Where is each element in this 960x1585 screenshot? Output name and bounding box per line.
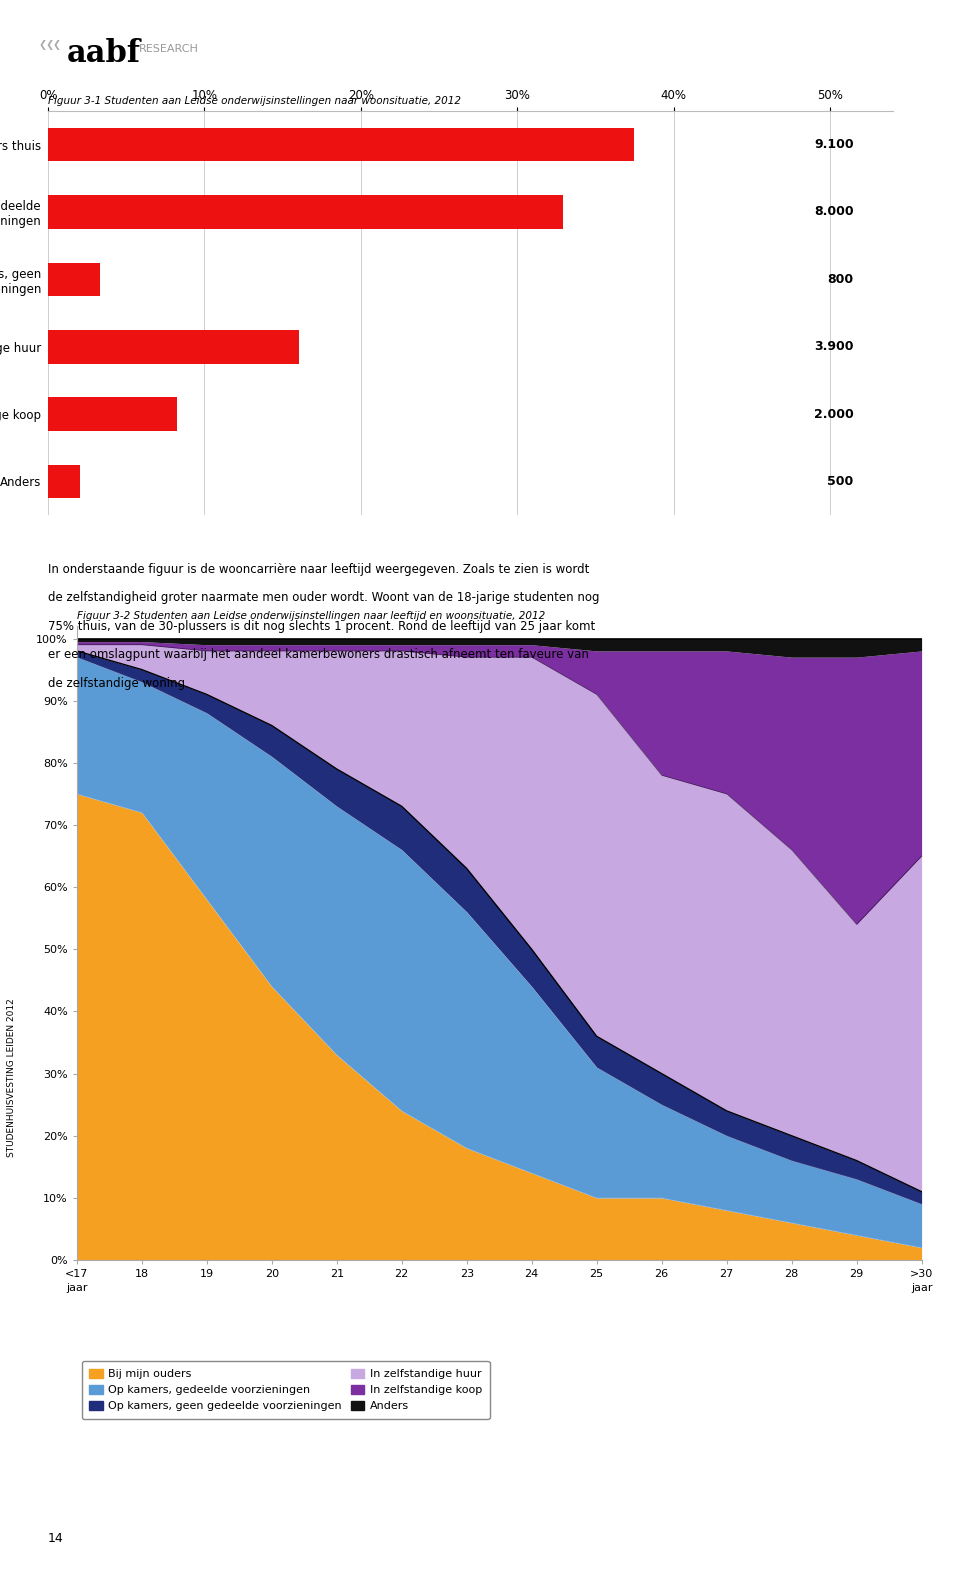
Bar: [48, 398, 177, 431]
Text: Figuur 3-2 Studenten aan Leidse onderwijsinstellingen naar leeftijd en woonsitua: Figuur 3-2 Studenten aan Leidse onderwij…: [77, 612, 545, 621]
Text: 2.000: 2.000: [814, 407, 853, 420]
Bar: [48, 464, 81, 498]
Text: ❮❮: ❮❮: [38, 40, 55, 49]
Text: RESEARCH: RESEARCH: [139, 44, 199, 54]
Text: In onderstaande figuur is de wooncarrière naar leeftijd weergegeven. Zoals te zi: In onderstaande figuur is de wooncarrièr…: [48, 563, 589, 575]
Text: 14: 14: [48, 1533, 63, 1545]
Text: de zelfstandigheid groter naarmate men ouder wordt. Woont van de 18-jarige stude: de zelfstandigheid groter naarmate men o…: [48, 591, 599, 604]
Text: 75% thuis, van de 30-plussers is dit nog slechts 1 procent. Rond de leeftijd van: 75% thuis, van de 30-plussers is dit nog…: [48, 620, 595, 632]
Text: de zelfstandige woning.: de zelfstandige woning.: [48, 677, 189, 689]
Text: Figuur 3-1 Studenten aan Leidse onderwijsinstellingen naar woonsituatie, 2012: Figuur 3-1 Studenten aan Leidse onderwij…: [48, 97, 461, 106]
Bar: [48, 128, 634, 162]
Bar: [48, 195, 564, 228]
Text: er een omslagpunt waarbij het aandeel kamerbewoners drastisch afneemt ten faveur: er een omslagpunt waarbij het aandeel ka…: [48, 648, 588, 661]
Text: 800: 800: [828, 273, 853, 285]
Bar: [48, 263, 100, 296]
Text: 8.000: 8.000: [814, 206, 853, 219]
Text: jaar: jaar: [66, 1282, 87, 1293]
Legend: Bij mijn ouders, Op kamers, gedeelde voorzieningen, Op kamers, geen gedeelde voo: Bij mijn ouders, Op kamers, gedeelde voo…: [82, 1362, 490, 1419]
Text: 500: 500: [828, 476, 853, 488]
Text: jaar: jaar: [911, 1282, 932, 1293]
Text: STUDENHUISVESTING LEIDEN 2012: STUDENHUISVESTING LEIDEN 2012: [7, 999, 16, 1157]
Text: aabf: aabf: [67, 38, 141, 70]
Text: 9.100: 9.100: [814, 138, 853, 151]
Bar: [48, 330, 300, 363]
Text: ❮: ❮: [53, 40, 60, 49]
Text: 3.900: 3.900: [814, 341, 853, 353]
